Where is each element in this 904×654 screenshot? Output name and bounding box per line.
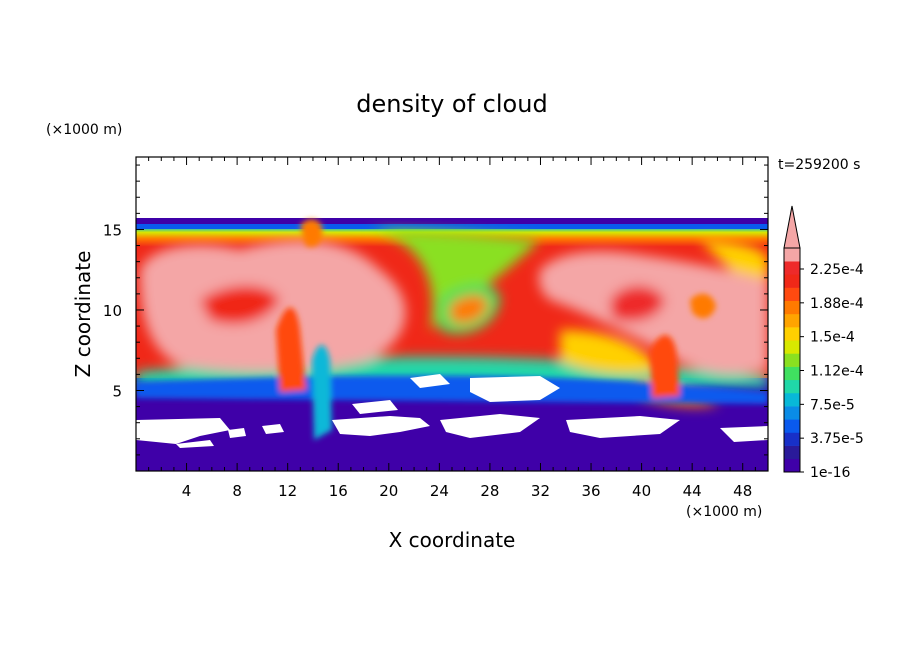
colorbar-swatch: [784, 340, 800, 354]
colorbar-swatch: [784, 327, 800, 341]
colorbar-swatch: [784, 287, 800, 302]
colorbar-label: 1e-16: [810, 465, 850, 481]
colorbar-swatch: [784, 274, 800, 288]
colorbar-label: 3.75e-5: [810, 431, 864, 447]
y-axis: 5 10 15: [103, 164, 768, 456]
x-tick-label: 20: [379, 482, 398, 500]
x-tick-label: 48: [733, 482, 752, 500]
colorbar-label: 1.12e-4: [810, 364, 864, 380]
colorbar-swatch: [784, 445, 800, 460]
y-tick-label: 5: [112, 382, 122, 400]
x-tick-label: 12: [278, 482, 297, 500]
y-tick-label: 10: [103, 302, 122, 320]
x-tick-label: 36: [581, 482, 600, 500]
x-tick-label: 8: [232, 482, 242, 500]
colorbar-swatch: [784, 406, 800, 420]
x-axis: 4 8 12 16 20 24 28 32 36 40 44 48: [148, 157, 756, 500]
colorbar-label: 1.88e-4: [810, 296, 864, 312]
colorbar-swatch: [784, 353, 800, 367]
colorbar-swatch: [784, 261, 800, 275]
x-tick-label: 32: [531, 482, 550, 500]
y-tick-label: 15: [103, 221, 122, 239]
colorbar-swatch: [784, 419, 800, 433]
colorbar-swatch: [784, 379, 800, 394]
chart-title: density of cloud: [356, 90, 547, 118]
time-label: t=259200 s: [778, 157, 860, 173]
colorbar-swatch: [784, 432, 800, 446]
y-axis-label: Z coordinate: [71, 251, 95, 378]
x-tick-label: 24: [430, 482, 449, 500]
x-tick-label: 28: [480, 482, 499, 500]
colorbar-label: 7.5e-5: [810, 397, 855, 413]
colorbar-swatch: [784, 300, 800, 315]
colorbar-label: 2.25e-4: [810, 262, 864, 278]
colorbar-swatch: [784, 366, 800, 381]
x-tick-label: 4: [182, 482, 192, 500]
x-tick-label: 40: [632, 482, 651, 500]
density-field: [136, 157, 768, 471]
colorbar-swatch: [784, 458, 800, 473]
colorbar-label: 1.5e-4: [810, 330, 855, 346]
colorbar-overflow-arrow: [783, 205, 801, 249]
colorbar-swatch: [784, 392, 800, 407]
colorbar-swatch: [784, 313, 800, 328]
colorbar-swatch: [784, 248, 800, 262]
colorbar: 2.25e-4 1.88e-4 1.5e-4 1.12e-4 7.5e-5 3.75e-5…: [783, 205, 864, 481]
x-unit-label: (×1000 m): [686, 504, 762, 520]
x-axis-label: X coordinate: [389, 528, 516, 552]
x-tick-label: 44: [683, 482, 702, 500]
x-tick-label: 16: [329, 482, 348, 500]
y-unit-label: (×1000 m): [46, 122, 122, 138]
